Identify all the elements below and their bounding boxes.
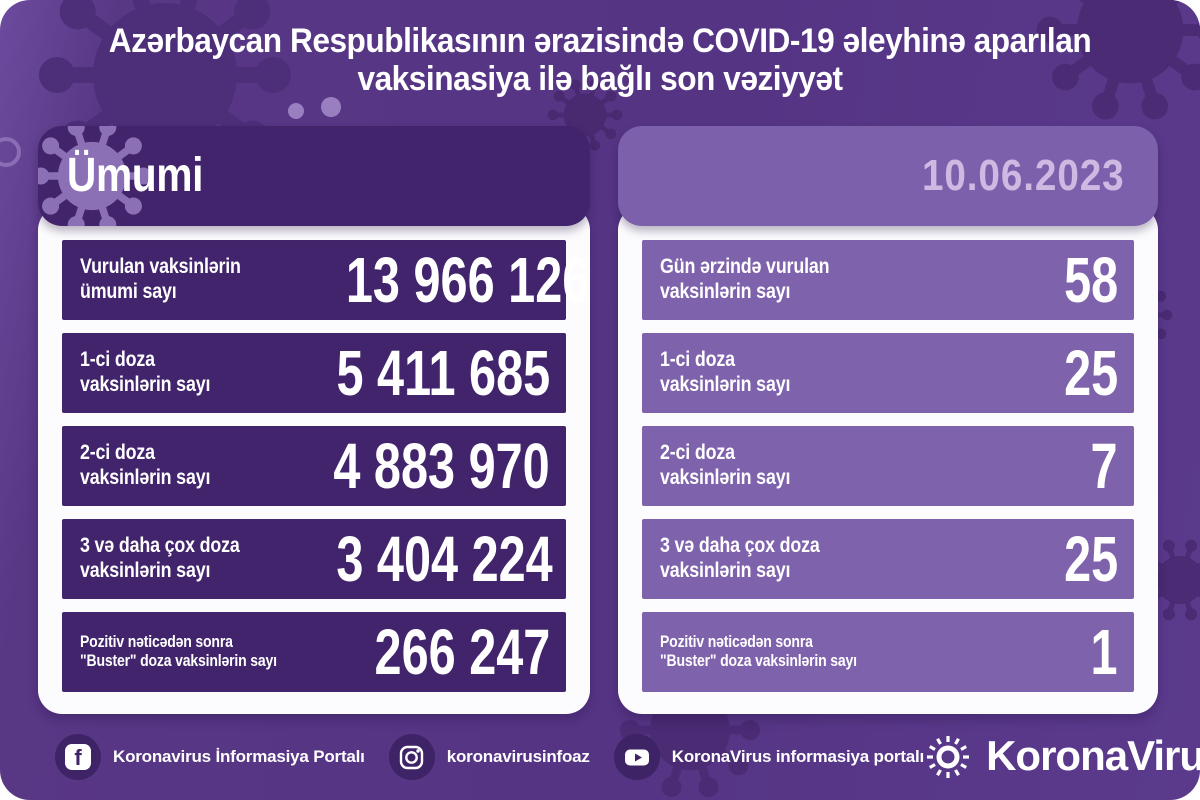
stat-row-total-vaccines: Vurulan vaksinlərin ümumi sayı 13 966 126 xyxy=(62,240,589,320)
stat-value: 1 xyxy=(1090,616,1118,688)
totals-panel-body: Vurulan vaksinlərin ümumi sayı 13 966 126… xyxy=(38,206,590,714)
stat-row-daily-dose1: 1-ci doza vaksinlərin sayı 25 xyxy=(642,333,1134,413)
sun-virus-icon xyxy=(927,736,970,778)
totals-panel: Ümumi Vurulan vaksinlərin ümumi sayı 13 9… xyxy=(38,126,590,714)
stat-row-daily-total: Gün ərzində vurulan vaksinlərin sayı 58 xyxy=(642,240,1134,320)
stat-row-daily-dose2: 2-ci doza vaksinlərin sayı 7 xyxy=(642,426,1134,506)
report-date: 10.06.2023 xyxy=(921,151,1125,200)
koronavirus-info-logo: KoronaVirus info xyxy=(924,733,1200,781)
stat-value: 266 247 xyxy=(374,616,550,688)
stat-value: 25 xyxy=(1063,337,1118,409)
stat-label: 2-ci doza vaksinlərin sayı xyxy=(80,441,211,489)
page-title-line1: Azərbaycan Respublikasının ərazisində CO… xyxy=(108,22,1092,60)
totals-panel-header: Ümumi xyxy=(38,126,590,226)
facebook-label: Koronavirus İnformasiya Portalı xyxy=(113,747,365,766)
stat-row-booster: Pozitiv nəticədən sonra "Buster" doza vak… xyxy=(62,612,566,692)
instagram-label: koronavirusinfoaz xyxy=(446,747,590,766)
facebook-link[interactable]: f Koronavirus İnformasiya Portalı xyxy=(55,734,365,780)
stat-label: Pozitiv nəticədən sonra "Buster" doza vak… xyxy=(660,632,857,670)
daily-panel-body: Gün ərzində vurulan vaksinlərin sayı 58 1… xyxy=(618,206,1158,714)
daily-panel-header: 10.06.2023 xyxy=(618,126,1158,226)
stat-label: Pozitiv nəticədən sonra "Buster" doza vak… xyxy=(80,632,277,670)
stat-label: 3 və daha çox doza vaksinlərin sayı xyxy=(80,534,240,582)
stat-label: 3 və daha çox doza vaksinlərin sayı xyxy=(660,534,820,582)
daily-panel: 10.06.2023 Gün ərzində vurulan vaksinləri… xyxy=(618,126,1158,714)
logo-text: KoronaVirus xyxy=(986,732,1200,779)
stat-label: 1-ci doza vaksinlərin sayı xyxy=(660,348,791,396)
stat-row-dose2: 2-ci doza vaksinlərin sayı 4 883 970 xyxy=(62,426,566,506)
youtube-label: KoronaVirus informasiya portalı xyxy=(671,747,925,766)
page-title-line2: vaksinasiya ilə bağlı son vəziyyət xyxy=(357,60,843,99)
stat-value: 7 xyxy=(1090,430,1118,502)
stat-value: 5 411 685 xyxy=(336,337,550,409)
footer: f Koronavirus İnformasiya Portalı korona… xyxy=(0,720,1200,800)
stat-value: 58 xyxy=(1063,244,1118,316)
youtube-icon xyxy=(613,734,660,780)
stat-label: Gün ərzində vurulan vaksinlərin sayı xyxy=(660,255,830,303)
circle-decoration-icon xyxy=(0,137,21,167)
instagram-link[interactable]: koronavirusinfoaz xyxy=(388,734,590,780)
stat-value: 3 404 224 xyxy=(336,523,553,595)
stat-row-daily-dose3plus: 3 və daha çox doza vaksinlərin sayı 25 xyxy=(642,519,1134,599)
dots-decoration-icon xyxy=(288,97,341,119)
youtube-link[interactable]: KoronaVirus informasiya portalı xyxy=(613,734,925,780)
totals-panel-title: Ümumi xyxy=(66,149,204,202)
stat-label: 1-ci doza vaksinlərin sayı xyxy=(80,348,211,396)
stat-label: Vurulan vaksinlərin ümumi sayı xyxy=(80,255,241,303)
stat-row-dose1: 1-ci doza vaksinlərin sayı 5 411 685 xyxy=(62,333,566,413)
stat-row-daily-booster: Pozitiv nəticədən sonra "Buster" doza vak… xyxy=(642,612,1134,692)
stat-value: 4 883 970 xyxy=(333,430,550,502)
stat-value: 25 xyxy=(1063,523,1118,595)
stat-value: 13 966 126 xyxy=(346,244,590,316)
stat-label: 2-ci doza vaksinlərin sayı xyxy=(660,441,791,489)
facebook-icon: f xyxy=(55,734,101,780)
instagram-icon xyxy=(388,734,435,780)
stat-row-dose3plus: 3 və daha çox doza vaksinlərin sayı 3 404… xyxy=(62,519,566,599)
page-title: Azərbaycan Respublikasının ərazisində CO… xyxy=(0,22,1200,99)
